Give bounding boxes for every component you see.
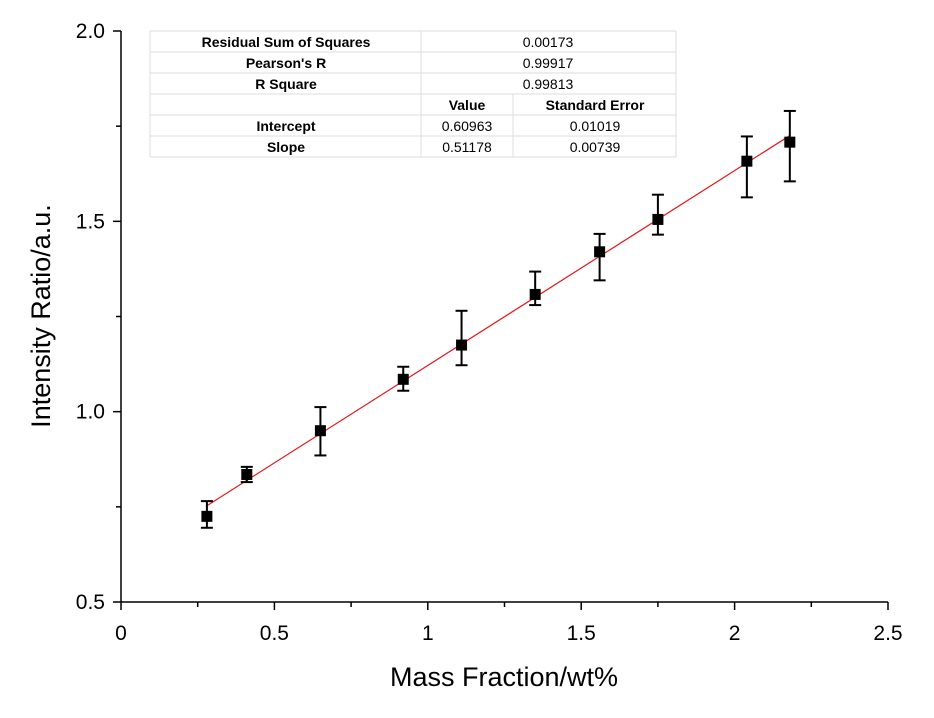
x-axis-title: Mass Fraction/wt% [390,662,618,692]
data-point [652,213,664,225]
rsq-label: R Square [255,76,317,92]
data-point [741,155,753,167]
value-header: Value [449,97,486,113]
data-point [529,288,541,300]
data-point [241,468,253,480]
x-tick-label: 0 [115,622,127,645]
x-tick-label: 1.5 [567,622,596,645]
points-layer [200,109,796,529]
x-tick-label: 1 [422,622,434,645]
rss-value: 0.00173 [523,34,574,50]
rsq-value: 0.99813 [523,76,574,92]
slope-value: 0.51178 [442,139,492,155]
data-point [314,425,326,437]
data-point [397,373,409,385]
stderr-header: Standard Error [546,97,645,113]
intercept-value: 0.60963 [442,118,493,134]
data-point [784,136,796,148]
data-point [201,510,213,522]
intercept-err: 0.01019 [570,118,621,134]
x-ticks: 0 0.5 1 1.5 2 2.5 [115,602,903,645]
slope-label: Slope [267,139,305,155]
y-tick-label: 0.5 [76,591,105,614]
y-axis-title: Intensity Ratio/a.u. [26,204,56,428]
data-point [456,339,468,351]
x-tick-label: 0.5 [260,622,289,645]
data-point [594,246,606,258]
pearson-value: 0.99917 [523,55,574,71]
slope-err: 0.00739 [570,139,621,155]
y-tick-label: 1.5 [76,210,105,233]
fit-line [206,135,791,507]
pearson-label: Pearson's R [246,55,326,71]
stats-table: Residual Sum of Squares 0.00173 Pearson'… [149,30,677,158]
y-tick-label: 2.0 [76,20,105,43]
y-tick-label: 1.0 [76,401,105,424]
rss-label: Residual Sum of Squares [202,34,371,50]
y-ticks: 0.5 1.0 1.5 2.0 [76,20,121,614]
x-tick-label: 2.5 [873,622,902,645]
x-tick-label: 2 [729,622,741,645]
fit-layer [206,135,791,507]
intercept-label: Intercept [256,118,315,134]
